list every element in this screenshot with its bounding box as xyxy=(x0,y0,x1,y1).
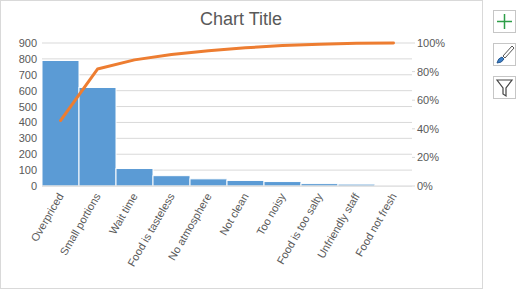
grid-line xyxy=(42,186,412,187)
y2-tick xyxy=(412,157,415,158)
x-tick-label: Overpriced xyxy=(28,191,65,244)
y-tick-label: 0 xyxy=(31,180,37,192)
bar xyxy=(264,182,301,186)
x-axis xyxy=(42,186,412,187)
title: Chart Title xyxy=(200,9,282,29)
bar xyxy=(190,179,227,186)
bar xyxy=(79,87,116,186)
y-tick-label: 200 xyxy=(19,148,37,160)
x-tick-label: No atmosphere xyxy=(166,191,214,262)
y2-tick-label: 100% xyxy=(417,37,445,49)
y2-tick xyxy=(412,128,415,129)
y-tick-label: 700 xyxy=(19,69,37,81)
grid-line xyxy=(42,58,412,59)
y2-tick-label: 20% xyxy=(417,151,439,163)
bar xyxy=(116,169,153,186)
y2-tick-label: 60% xyxy=(417,94,439,106)
icon-button[interactable] xyxy=(494,44,516,66)
y-tick-label: 900 xyxy=(19,37,37,49)
x-tick-label: Food not fresh xyxy=(353,191,399,258)
y2-tick xyxy=(412,186,415,187)
y-tick-label: 600 xyxy=(19,85,37,97)
y-tick-label: 100 xyxy=(19,164,37,176)
bar xyxy=(42,60,79,186)
y2-tick-label: 40% xyxy=(417,123,439,135)
y2-tick xyxy=(412,71,415,72)
y-tick-label: 400 xyxy=(19,116,37,128)
bar xyxy=(153,176,190,186)
x-tick-label: Not clean xyxy=(217,191,251,237)
bar xyxy=(227,180,264,186)
y2-tick xyxy=(412,100,415,101)
x-tick-label: Too noisy xyxy=(254,191,288,238)
y2-tick xyxy=(412,43,415,44)
x-tick-label: Wait time xyxy=(107,191,140,236)
y2-tick-label: 80% xyxy=(417,66,439,78)
chart-area xyxy=(1,1,483,289)
chart: Chart Title 0 100 200 300 400 500 600 700 800 900 0… xyxy=(0,0,521,289)
x-tick-label: Small portions xyxy=(57,191,102,258)
y2-tick-label: 0% xyxy=(417,180,433,192)
filter-icon xyxy=(497,80,512,96)
icon-button[interactable] xyxy=(494,11,516,33)
brush-icon xyxy=(503,46,514,58)
line xyxy=(61,43,394,121)
grid-line xyxy=(42,74,412,75)
y-tick-label: 300 xyxy=(19,132,37,144)
y-tick-label: 800 xyxy=(19,53,37,65)
y-tick-label: 500 xyxy=(19,101,37,113)
plot xyxy=(42,43,412,186)
icon-button[interactable] xyxy=(494,77,516,99)
plus-icon xyxy=(497,21,512,23)
brush-icon xyxy=(497,57,504,63)
